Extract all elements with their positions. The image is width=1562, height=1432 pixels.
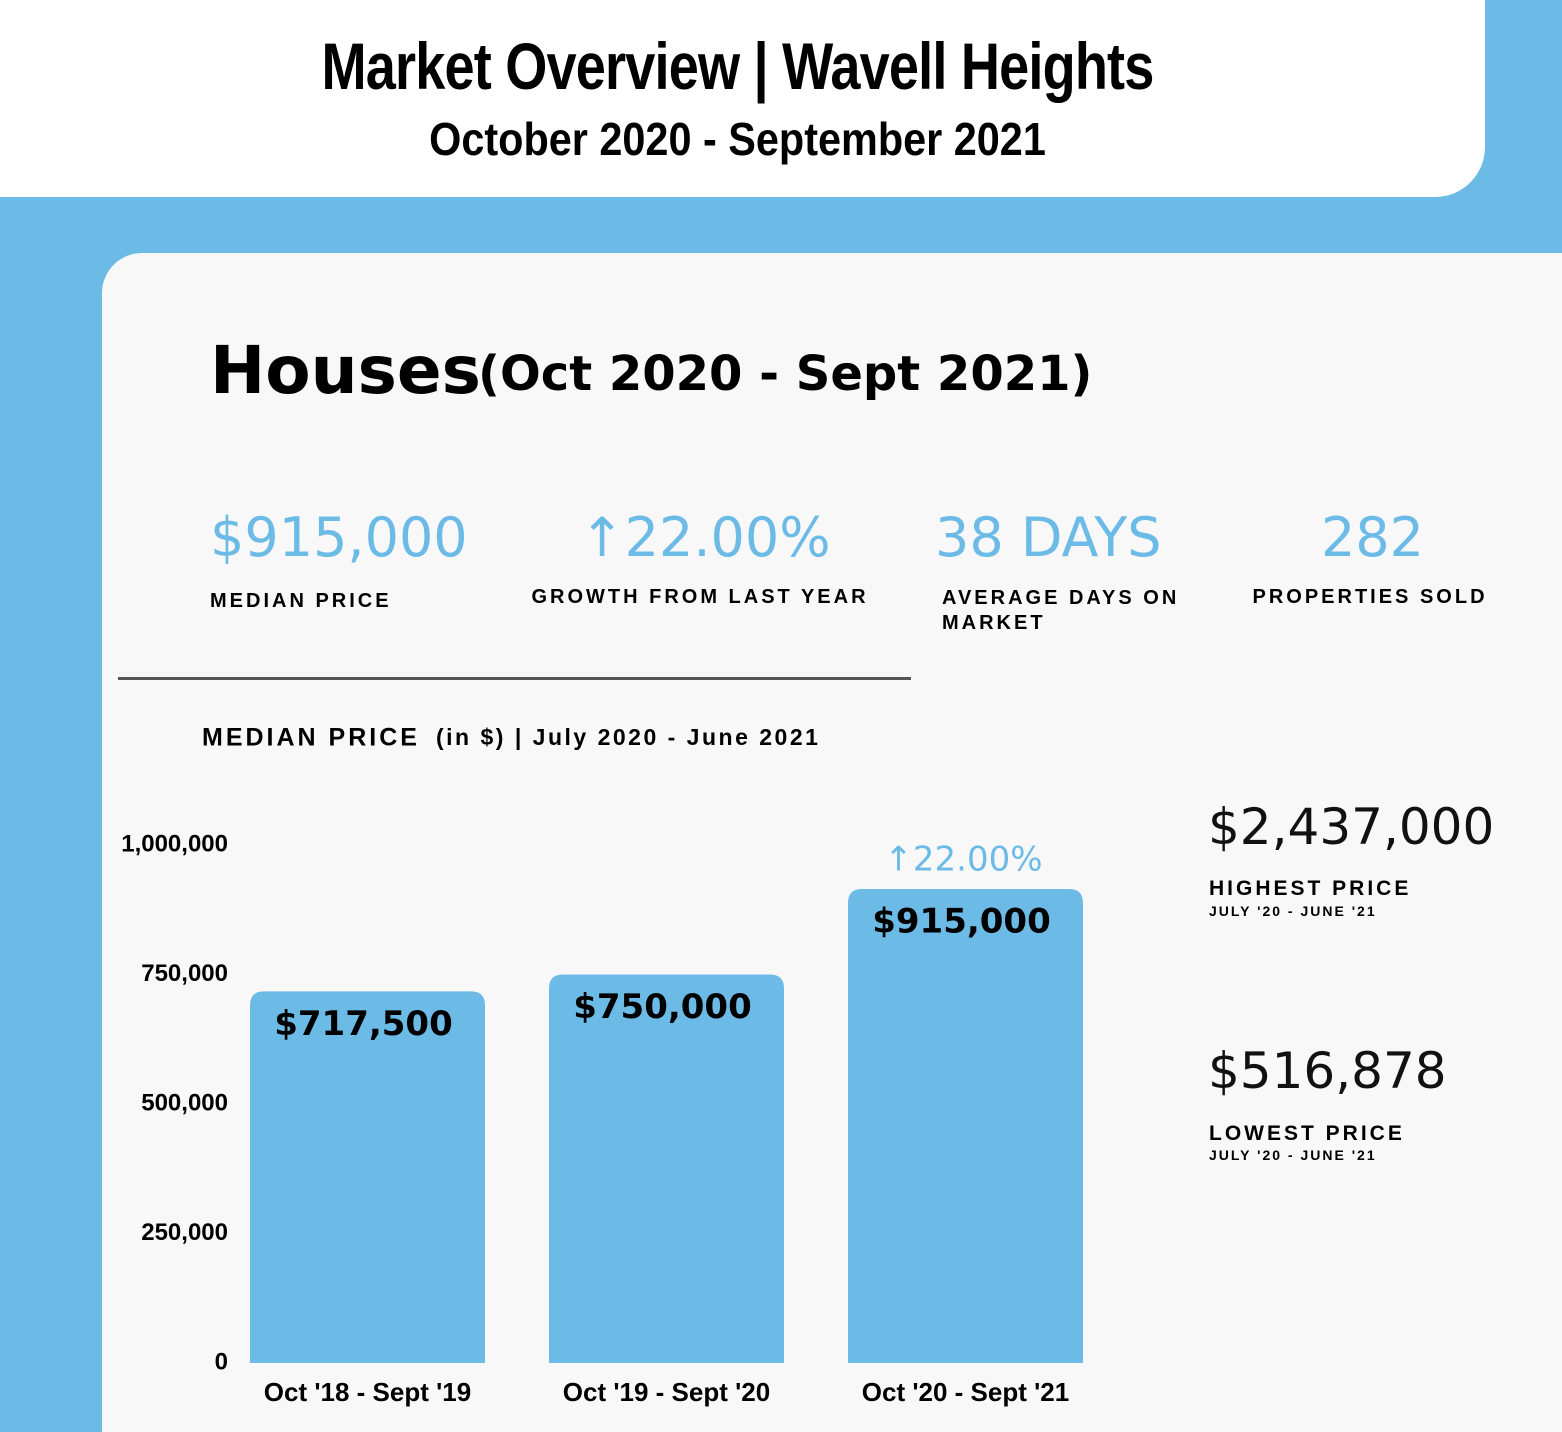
stat-label: PROPERTIES SOLD xyxy=(1252,586,1488,608)
section-title: Houses xyxy=(210,332,481,409)
side-label: HIGHEST PRICE xyxy=(1209,877,1412,900)
x-tick-label: Oct '19 - Sept '20 xyxy=(563,1377,770,1407)
y-tick-label: 750,000 xyxy=(141,960,228,987)
bar xyxy=(848,889,1083,1363)
chart-subtitle: (in $) | July 2020 - June 2021 xyxy=(436,724,820,750)
stat-value: 282 xyxy=(1320,506,1425,569)
header-panel xyxy=(0,0,1485,197)
stat-value: ↑22.00% xyxy=(579,506,831,569)
x-tick-label: Oct '20 - Sept '21 xyxy=(862,1377,1069,1407)
y-tick-label: 250,000 xyxy=(141,1219,228,1246)
section-period: (Oct 2020 - Sept 2021) xyxy=(478,346,1093,402)
stat-value: 38 DAYS xyxy=(935,506,1162,569)
bar xyxy=(549,974,784,1363)
side-period: JULY '20 - JUNE '21 xyxy=(1209,1147,1377,1163)
stat-label: MEDIAN PRICE xyxy=(210,590,392,612)
subtitle: October 2020 - September 2021 xyxy=(429,113,1046,165)
bar-value-label: $717,500 xyxy=(274,1004,453,1044)
y-tick-label: 0 xyxy=(215,1348,228,1375)
divider xyxy=(118,677,911,680)
side-value: $2,437,000 xyxy=(1208,798,1495,856)
stat-label: AVERAGE DAYS ON MARKET xyxy=(942,587,1180,634)
side-label: LOWEST PRICE xyxy=(1209,1122,1405,1145)
y-tick-label: 500,000 xyxy=(141,1089,228,1116)
stat-label: GROWTH FROM LAST YEAR xyxy=(531,586,869,608)
bar-value-label: $750,000 xyxy=(573,987,752,1027)
y-tick-label: 1,000,000 xyxy=(121,830,228,857)
chart-title: MEDIAN PRICE xyxy=(202,724,420,752)
title: Market Overview | Wavell Heights xyxy=(321,29,1154,103)
bar-value-label: $915,000 xyxy=(872,902,1051,942)
side-value: $516,878 xyxy=(1208,1042,1447,1100)
stat-value: $915,000 xyxy=(210,506,468,569)
bar xyxy=(250,991,485,1363)
x-tick-label: Oct '18 - Sept '19 xyxy=(264,1377,471,1407)
annotation: ↑22.00% xyxy=(884,840,1042,880)
side-period: JULY '20 - JUNE '21 xyxy=(1209,903,1377,919)
